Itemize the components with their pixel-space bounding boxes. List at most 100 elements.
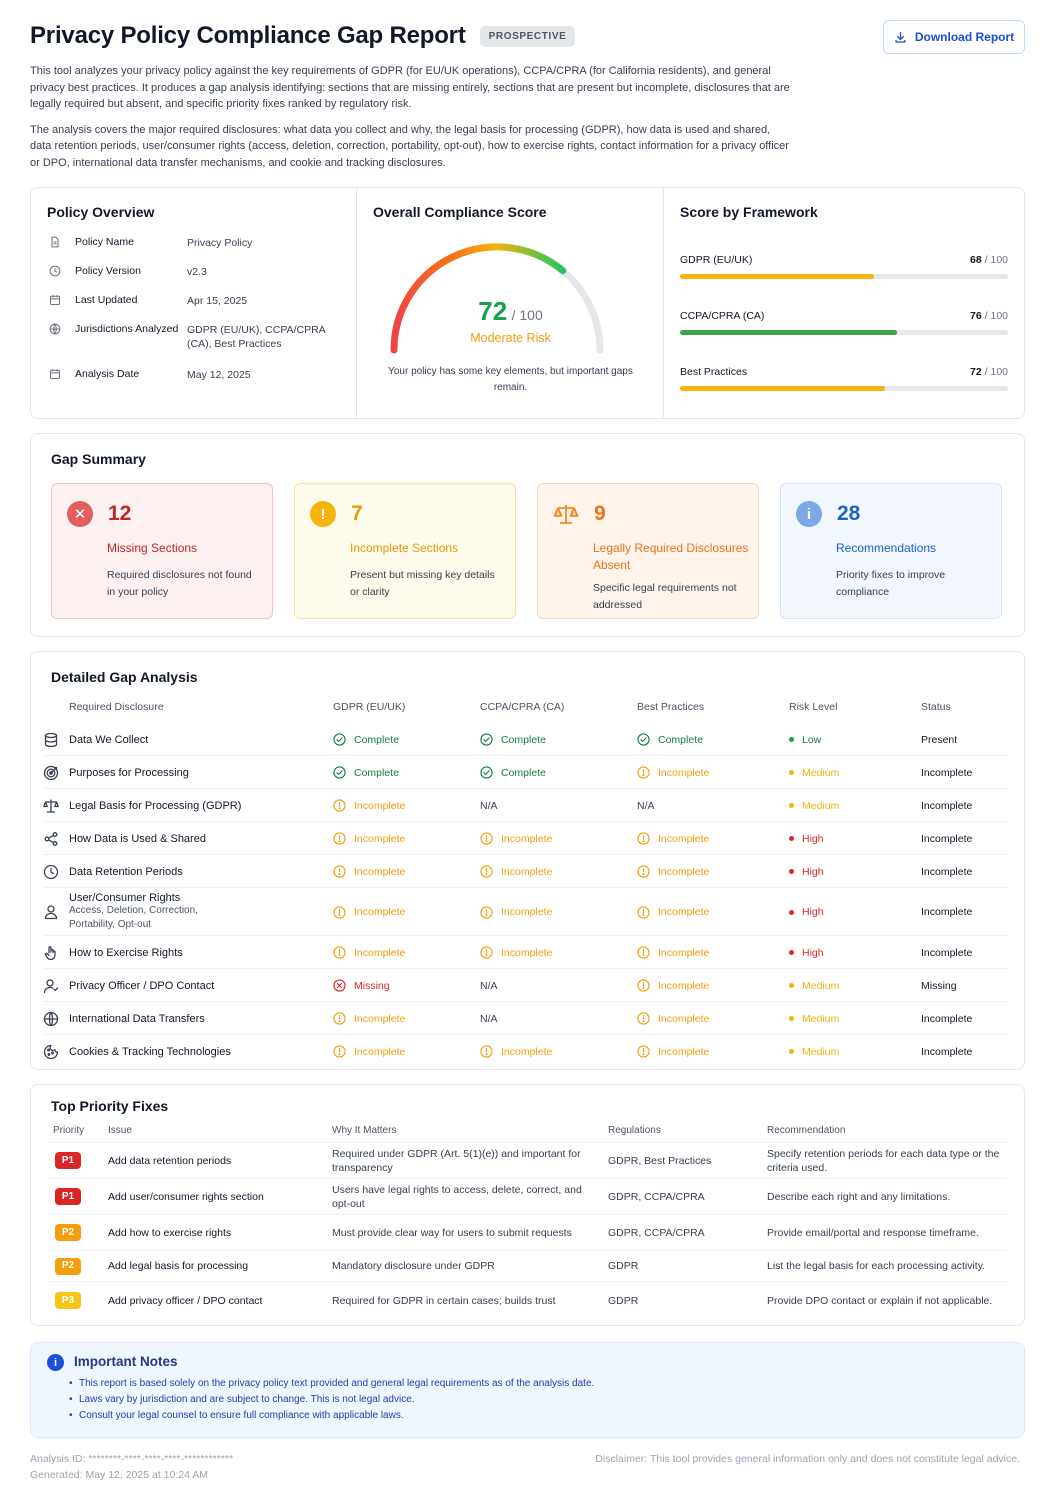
table-row: International Data Transfers Incomplete N/…	[43, 1002, 1008, 1035]
priority-cell: P1	[55, 1179, 81, 1214]
footer-disclaimer: Disclaimer: This tool provides general i…	[595, 1453, 1020, 1465]
alert-circle-icon	[333, 832, 346, 845]
scale-icon	[43, 798, 59, 813]
disclosure-name-cell: User/Consumer Rights Access, Deletion, Co…	[43, 888, 229, 936]
status-text: N/A	[480, 1012, 498, 1025]
framework-out-of: / 100	[984, 254, 1008, 266]
status-text: Incomplete	[658, 906, 710, 918]
status-text: Incomplete	[658, 865, 710, 878]
disclosure-name: Data Retention Periods	[69, 865, 183, 878]
status-text: Present	[921, 733, 958, 746]
compliance-score: 72 / 100	[357, 296, 664, 327]
regulations-cell: GDPR, CCPA/CPRA	[608, 1226, 705, 1239]
why-cell: Required under GDPR (Art. 5(1)(e)) and i…	[332, 1147, 581, 1174]
framework-name: Best Practices	[680, 366, 748, 378]
framework-bar	[680, 330, 1008, 335]
priority-row: P1 Add user/consumer rights section Users …	[49, 1178, 1007, 1214]
status-cell: Incomplete	[921, 888, 972, 936]
note-item: Laws vary by jurisdiction and are subjec…	[69, 1392, 594, 1408]
gdpr-status-cell: Incomplete	[333, 1002, 405, 1035]
database-icon	[44, 732, 58, 747]
gdpr-status-cell: Incomplete	[333, 822, 405, 855]
ccpa-status-cell: Complete	[480, 723, 546, 756]
status-text: Incomplete	[354, 832, 406, 845]
risk-text: Medium	[802, 766, 840, 779]
priority-fixes-title: Top Priority Fixes	[51, 1098, 169, 1114]
disclosure-text: How Data is Used & Shared	[69, 833, 206, 845]
x-circle-icon	[333, 979, 346, 992]
framework-bar-fill	[680, 386, 886, 391]
status-text: Incomplete	[921, 832, 973, 845]
note-item: Consult your legal counsel to ensure ful…	[69, 1408, 594, 1424]
gdpr-status-cell: Complete	[333, 723, 399, 756]
status-text: Incomplete	[354, 799, 406, 812]
overview-value: v2.3	[187, 266, 207, 278]
risk-text: High	[802, 906, 824, 918]
footer-meta: Analysis ID: ********-****-****-****-***…	[30, 1451, 233, 1483]
scale-icon	[553, 501, 579, 527]
check-circle-icon	[333, 733, 346, 746]
disclosure-text: Cookies & Tracking Technologies	[69, 1046, 231, 1058]
framework-row: CCPA/CPRA (CA) 76 / 100	[680, 310, 1008, 335]
gap-count: 28	[837, 502, 861, 525]
gauge-fill	[390, 243, 567, 354]
alert-circle-icon	[637, 979, 650, 992]
alert-circle-icon	[480, 865, 493, 878]
overview-value: Apr 15, 2025	[187, 295, 248, 307]
column-header: Priority	[53, 1125, 85, 1136]
page-title: Privacy Policy Compliance Gap Report	[30, 22, 466, 49]
risk-text: Medium	[802, 1045, 840, 1058]
risk-text: High	[802, 865, 824, 878]
best-status-cell: Incomplete	[637, 888, 709, 936]
status-text: Incomplete	[921, 1012, 973, 1025]
overview-label: Policy Name	[75, 236, 134, 248]
gdpr-status-cell: Incomplete	[333, 1035, 405, 1068]
calendar-icon	[49, 369, 61, 380]
score-out-of: / 100	[511, 307, 543, 323]
status-cell: Incomplete	[921, 789, 972, 822]
table-row: How Data is Used & Shared Incomplete Incom…	[43, 822, 1008, 855]
disclosure-text: Privacy Officer / DPO Contact	[69, 980, 214, 992]
detailed-gap-analysis-title: Detailed Gap Analysis	[51, 669, 198, 685]
gdpr-status-cell: Complete	[333, 756, 399, 789]
ccpa-status-cell: Incomplete	[480, 1035, 552, 1068]
clock-icon	[43, 864, 59, 879]
gap-count: 9	[594, 502, 606, 525]
disclosure-name: How to Exercise Rights	[69, 946, 183, 959]
alert-circle-icon	[333, 1012, 346, 1025]
disclosure-text: Purposes for Processing	[69, 767, 189, 779]
alert-circle-icon	[637, 1012, 650, 1025]
disclosure-text: User/Consumer Rights Access, Deletion, Co…	[69, 892, 229, 932]
status-text: Complete	[354, 733, 399, 746]
risk-level-cell: High	[789, 888, 824, 936]
check-circle-icon	[480, 766, 493, 779]
alert-circle-icon	[480, 905, 493, 919]
alert-circle-icon	[480, 946, 493, 959]
alert-circle-icon	[637, 832, 650, 845]
download-icon	[895, 31, 906, 43]
gap-desc: Specific legal requirements not addresse…	[593, 582, 737, 611]
disclosure-name-cell: International Data Transfers	[43, 1002, 205, 1035]
alert-circle-icon	[637, 865, 650, 878]
overview-value: GDPR (EU/UK), CCPA/CPRA (CA), Best Pract…	[187, 324, 326, 350]
best-status-cell: Incomplete	[637, 969, 709, 1002]
risk-dot	[789, 803, 794, 808]
disclosure-name: Cookies & Tracking Technologies	[69, 1045, 231, 1058]
check-circle-icon	[480, 733, 493, 746]
priority-badge: P3	[55, 1292, 81, 1309]
framework-score: 68	[970, 254, 982, 266]
gdpr-status-cell: Incomplete	[333, 789, 405, 822]
overview-row: Policy Version v2.3	[49, 265, 349, 279]
why-cell: Must provide clear way for users to subm…	[332, 1226, 572, 1239]
download-report-button[interactable]: Download Report	[883, 20, 1025, 54]
status-cell: Incomplete	[921, 756, 972, 789]
recommendation-cell: Specify retention periods for each data …	[767, 1147, 1000, 1174]
framework-score-panel: Score by Framework GDPR (EU/UK) 68 / 100 …	[663, 188, 1026, 418]
table-row: User/Consumer Rights Access, Deletion, Co…	[43, 888, 1008, 936]
disclosure-name: How Data is Used & Shared	[69, 832, 206, 845]
status-text: Incomplete	[658, 766, 710, 779]
status-text: Incomplete	[921, 1045, 973, 1058]
status-text: Incomplete	[921, 766, 973, 779]
status-text: Incomplete	[501, 832, 553, 845]
risk-dot	[789, 836, 794, 841]
